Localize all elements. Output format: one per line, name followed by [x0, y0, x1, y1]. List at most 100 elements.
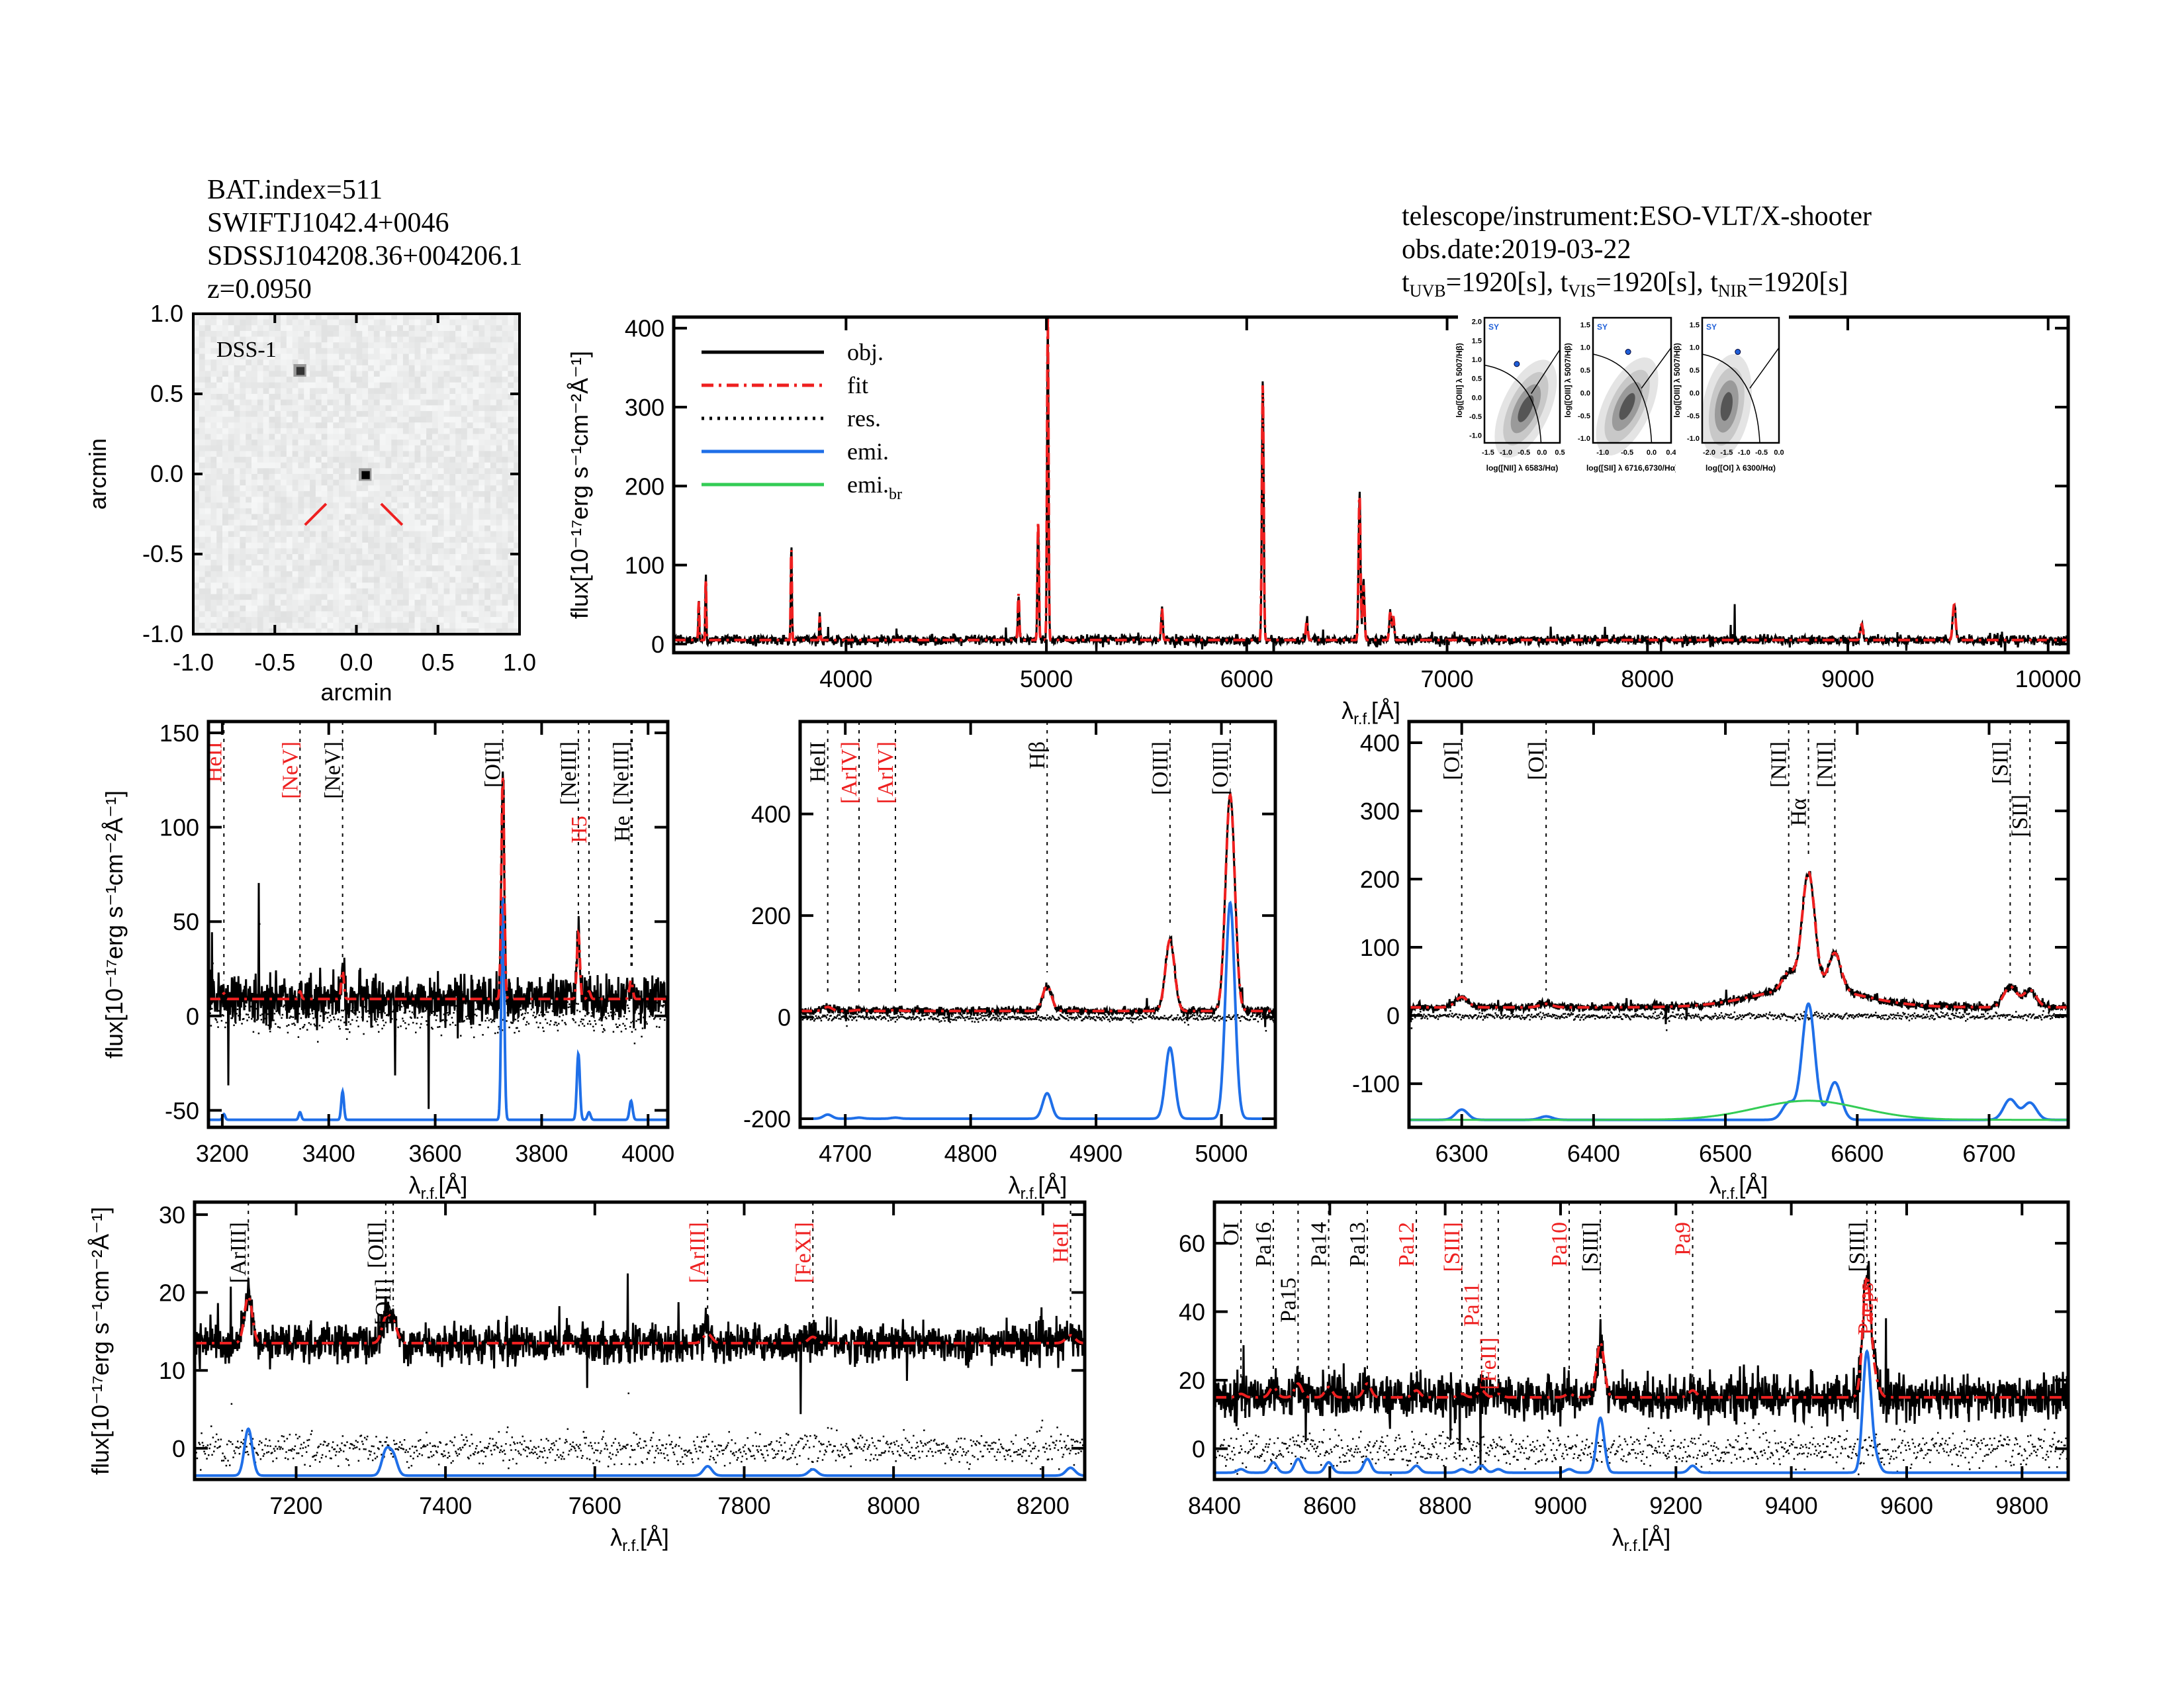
x-axis-label: λr.f.[Å] [1612, 1524, 1671, 1555]
bpt-ytick: 1.5 [1690, 321, 1700, 329]
ytick-label: -50 [165, 1097, 199, 1124]
bpt-ytick: -1.0 [1578, 435, 1590, 443]
bpt-ytick: -0.5 [1687, 412, 1700, 420]
obj-spectrum [1409, 870, 2068, 1025]
source-point [1625, 349, 1631, 355]
density-contour [1518, 395, 1534, 422]
bpt-xtick: -0.5 [1621, 449, 1633, 457]
target-marker-left [304, 502, 328, 526]
xtick-label: 9000 [1534, 1492, 1587, 1519]
ytick-label: 0 [778, 1004, 791, 1031]
line-label: [OI] [1440, 741, 1465, 780]
line-label: H5 [567, 816, 592, 843]
bpt-xtick: -1.0 [1738, 449, 1751, 457]
xtick-label: 8400 [1188, 1492, 1241, 1519]
bpt-xtick: -1.5 [1482, 449, 1494, 457]
x-axis-label: λr.f.[Å] [1342, 697, 1400, 728]
ytick-label: 20 [1179, 1367, 1205, 1394]
dss-xtick-label: -0.5 [254, 649, 295, 676]
xtick-label: 9400 [1765, 1492, 1818, 1519]
residual-points [1409, 1009, 2068, 1031]
obj-spectrum [674, 317, 2068, 653]
line-label: Pa9 [1671, 1222, 1696, 1256]
xtick-label: 5000 [1195, 1140, 1248, 1167]
ytick-label: 400 [751, 801, 791, 828]
header-right: telescope/instrument:ESO-VLT/X-shooter o… [1402, 201, 1872, 301]
line-label: [ArIV] [837, 741, 862, 804]
line-label: HeII [1049, 1222, 1073, 1263]
bpt-xtick: -0.5 [1518, 449, 1530, 457]
density-contour [1720, 392, 1733, 421]
legend: obj. fit res. emi. emi.br [702, 339, 902, 503]
xtick-label: 6300 [1435, 1140, 1488, 1167]
bpt-xtick: -1.5 [1720, 449, 1733, 457]
xtick-label: 4000 [621, 1140, 674, 1167]
ytick-label: 0 [1387, 1002, 1400, 1029]
ytick-label: 100 [1360, 934, 1400, 961]
obj-spectrum [208, 771, 668, 1109]
panel-frame [798, 720, 1277, 1129]
seyfert-liner-line [1749, 347, 1780, 389]
obj-spectrum [1214, 1260, 2068, 1470]
ytick-label: 10 [159, 1357, 185, 1384]
xtick-label: 8200 [1017, 1492, 1069, 1519]
line-label: He [610, 816, 635, 842]
line-label: Pa13 [1345, 1222, 1370, 1267]
ytick-label: 200 [625, 473, 664, 500]
fit-model [208, 776, 668, 1001]
bpt-xtick: 0.0 [1774, 449, 1784, 457]
xtick-label: 9600 [1880, 1492, 1933, 1519]
bpt-ylabel: log([OIII] λ 5007/Hβ) [1455, 343, 1464, 418]
bpt-ytick: -0.5 [1469, 413, 1482, 421]
ytick-label: 300 [1360, 798, 1400, 825]
line-label: [NeIII] [610, 741, 634, 805]
xtick-label: 6000 [1220, 665, 1273, 692]
line-label: Pa15 [1276, 1278, 1300, 1323]
bpt-xlabel: log([OI] λ 6300/Hα) [1706, 463, 1776, 473]
xtick-label: 10000 [2015, 665, 2081, 692]
bpt-ylabel: log([OIII] λ 5007/Hβ) [1672, 343, 1682, 418]
bpt-ytick: 0.0 [1472, 394, 1482, 402]
line-label: [NII] [1767, 741, 1792, 788]
dss-xtick-label: 1.0 [503, 649, 536, 676]
bpt-class-label: SY [1488, 322, 1499, 332]
bpt-xtick: -2.0 [1703, 449, 1715, 457]
xtick-label: 7800 [717, 1492, 770, 1519]
bpt-xtick: 0.0 [1647, 449, 1657, 457]
emission-model [800, 900, 1275, 1120]
line-label: Hβ [1025, 741, 1050, 769]
star-core [296, 367, 305, 375]
bpt-ytick: 2.0 [1472, 318, 1482, 326]
bpt-ytick: 0.5 [1472, 375, 1482, 383]
xtick-label: 4000 [819, 665, 872, 692]
xtick-label: 6400 [1567, 1140, 1620, 1167]
line-label: Pa14 [1307, 1222, 1332, 1267]
xtick-label: 7400 [419, 1492, 472, 1519]
swift-name: SWIFTJ1042.4+0046 [207, 208, 449, 238]
panel-frame [193, 1200, 1087, 1481]
legend-label: fit [847, 372, 868, 399]
line-label: [OII] [371, 1279, 396, 1325]
x-axis-label: λr.f.[Å] [610, 1524, 669, 1555]
bpt-class-label: SY [1597, 322, 1608, 332]
line-label: [SIII] [1845, 1222, 1870, 1272]
bpt-xtick: 0.4 [1666, 449, 1676, 457]
redshift: z=0.0950 [207, 274, 312, 305]
line-label: HeII [806, 741, 831, 782]
line-label: [NeIII] [557, 741, 581, 805]
line-label: Paeps [1854, 1283, 1878, 1335]
seyfert-liner-line [1641, 347, 1672, 389]
y-axis-label: flux[10⁻¹⁷erg s⁻¹cm⁻²Å⁻¹] [87, 1207, 114, 1475]
ytick-label: 30 [159, 1201, 185, 1229]
ytick-label: 400 [1360, 729, 1400, 757]
spectrum-panel-full: 4000 5000 6000 7000 8000 9000 10000 0 100 200 300 4… [566, 315, 2081, 728]
sdss-name: SDSSJ104208.36+004206.1 [207, 241, 522, 271]
xtick-label: 9200 [1649, 1492, 1702, 1519]
panel-frame [206, 720, 670, 1129]
obj-spectrum [195, 1273, 1085, 1415]
line-label: [SIII] [1578, 1222, 1603, 1272]
line-label: [OII] [364, 1222, 388, 1268]
ytick-label: 50 [173, 908, 199, 935]
legend-label: emi.br [847, 471, 902, 503]
ytick-label: -200 [743, 1105, 791, 1133]
